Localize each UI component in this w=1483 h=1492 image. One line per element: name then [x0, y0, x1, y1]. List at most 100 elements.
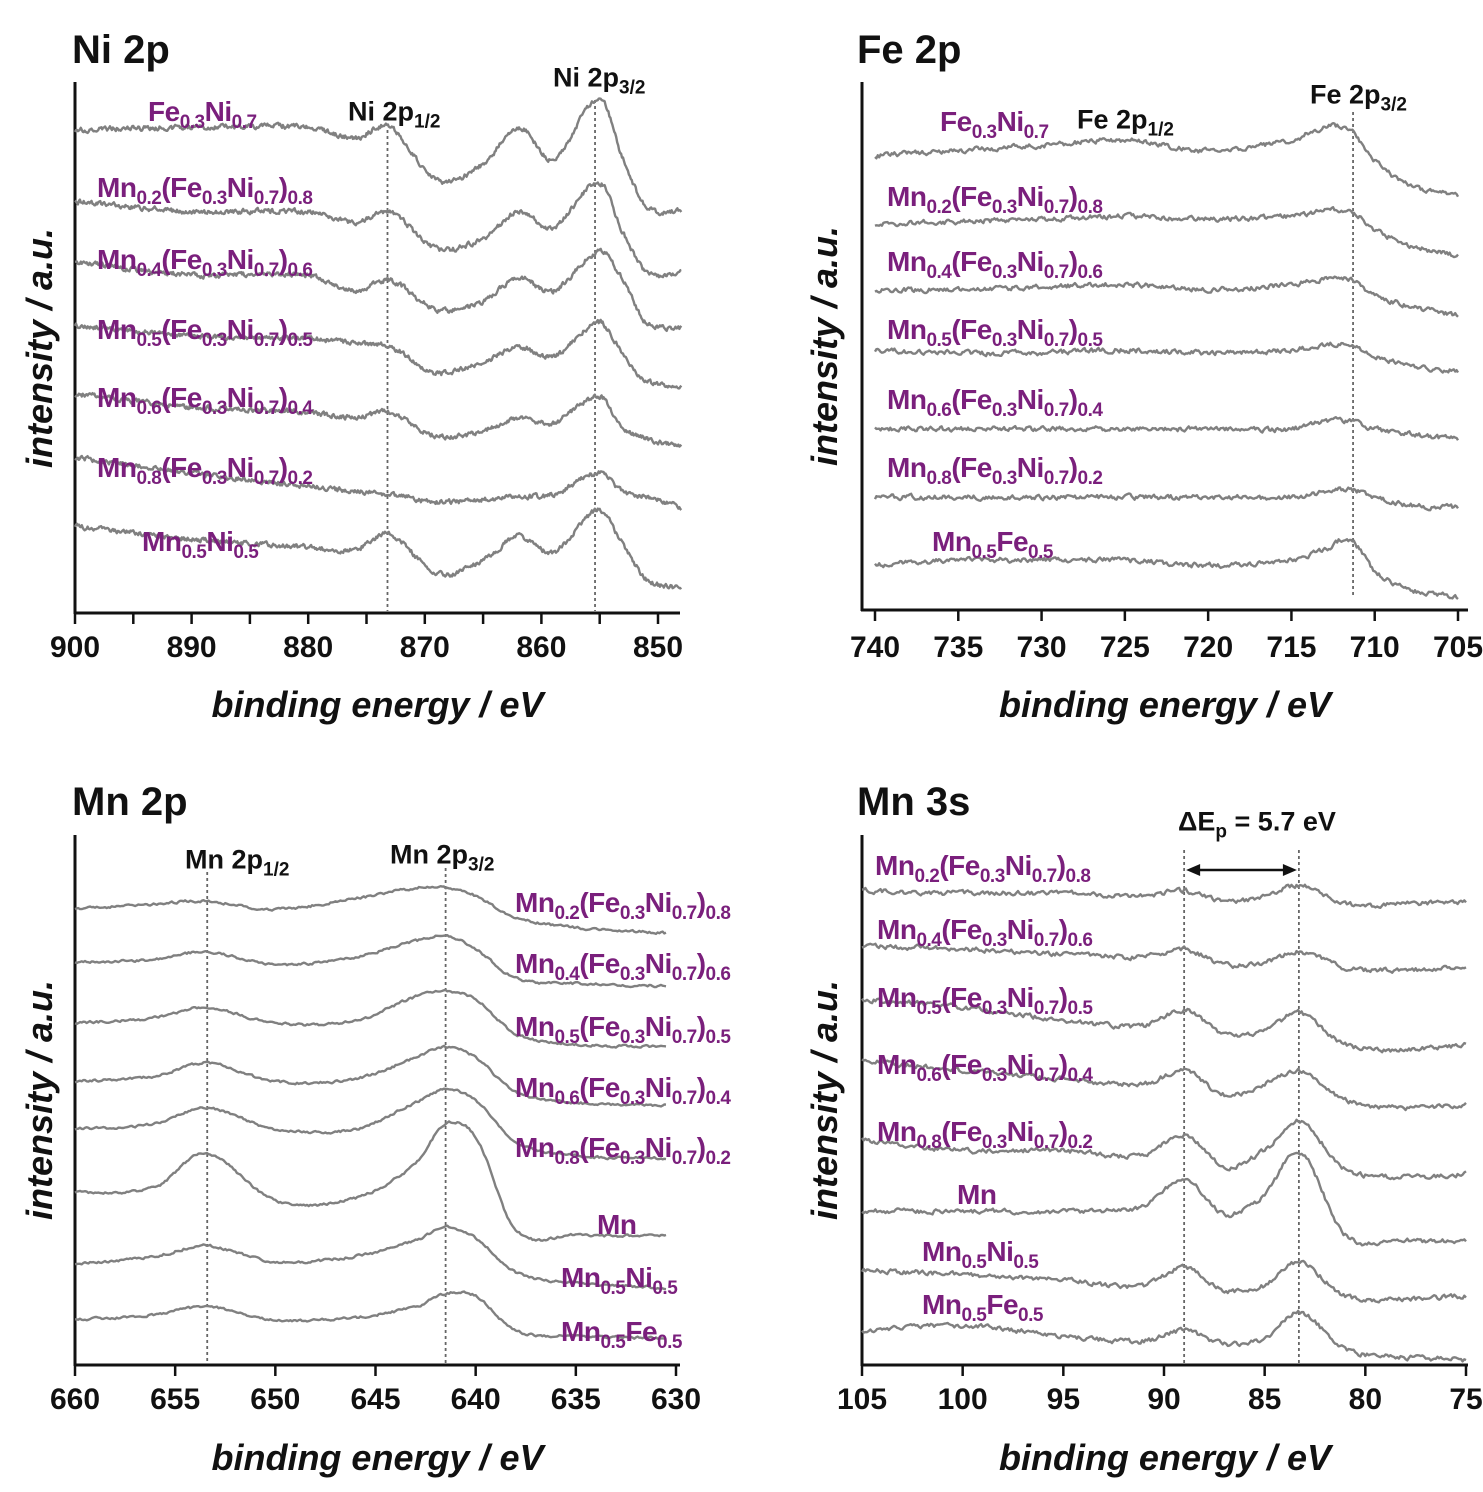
- spectrum-line: [73, 507, 683, 590]
- y-axis-label: intensity / a.u.: [19, 979, 60, 1221]
- spectrum-line: [861, 1118, 1467, 1181]
- spectrum-line: [861, 1151, 1467, 1247]
- series-label: Mn0.6(Fe0.3Ni0.7)0.4: [515, 1072, 731, 1109]
- x-axis-label: binding energy / eV: [998, 1437, 1332, 1478]
- series-label: Mn0.8(Fe0.3Ni0.7)0.2: [515, 1132, 731, 1169]
- panel-mn-3s: [860, 835, 1468, 1376]
- x-tick-label: 90: [1147, 1383, 1181, 1416]
- spectrum-line: [74, 885, 667, 936]
- series-label: Mn: [597, 1209, 637, 1240]
- spectrum-line: [74, 247, 683, 332]
- spectrum-line: [74, 1087, 667, 1161]
- peak-label: Ni 2p3/2: [553, 62, 646, 99]
- x-tick-label: 635: [550, 1383, 601, 1416]
- y-axis-label: intensity / a.u.: [804, 979, 845, 1221]
- x-tick-label: 705: [1432, 631, 1483, 664]
- spectrum-line: [74, 1120, 667, 1242]
- spectrum-line: [74, 1290, 667, 1340]
- spectrum-line: [74, 1224, 667, 1291]
- series-label: Mn0.5(Fe0.3Ni0.7)0.5: [887, 314, 1103, 351]
- x-tick-label: 660: [49, 1383, 101, 1416]
- peak-label: Mn 2p1/2: [185, 844, 290, 881]
- panel-title: Mn 3s: [857, 780, 971, 824]
- x-tick-label: 890: [166, 631, 217, 664]
- x-axis-label: binding energy / eV: [998, 684, 1332, 725]
- series-label: Fe0.3Ni0.7: [940, 106, 1049, 143]
- series-label: Mn0.5Fe0.5: [932, 526, 1053, 563]
- series-label: Mn0.5(Fe0.3Ni0.7)0.5: [97, 314, 313, 351]
- spectrum-line: [74, 181, 682, 279]
- x-tick-label: 740: [849, 631, 901, 664]
- spectrum-line: [860, 1259, 1467, 1304]
- spectrum-line: [73, 318, 683, 390]
- series-label: Mn0.8(Fe0.3Ni0.7)0.2: [887, 452, 1103, 489]
- series-label: Mn0.5(Fe0.3Ni0.7)0.5: [515, 1011, 731, 1048]
- spectrum-line: [74, 988, 667, 1049]
- spectrum-line: [874, 275, 1459, 318]
- peak-label: Ni 2p1/2: [348, 96, 441, 133]
- series-label: Mn0.5Ni0.5: [561, 1262, 678, 1299]
- x-tick-label: 655: [150, 1383, 201, 1416]
- series-label: Fe0.3Ni0.7: [148, 96, 257, 133]
- y-axis-label: intensity / a.u.: [19, 227, 60, 468]
- x-tick-label: 95: [1046, 1383, 1081, 1416]
- peak-label: Fe 2p3/2: [1310, 79, 1407, 116]
- series-label: Mn0.8(Fe0.3Ni0.7)0.2: [97, 452, 313, 489]
- series-label: Mn0.5Fe0.5: [922, 1289, 1043, 1326]
- x-tick-label: 735: [933, 631, 984, 664]
- x-axis-label: binding energy / eV: [211, 684, 544, 725]
- spectrum-line: [74, 454, 683, 511]
- x-tick-label: 710: [1349, 631, 1400, 664]
- annotation-label: ΔEp = 5.7 eV: [1178, 806, 1336, 843]
- series-label: Mn0.2(Fe0.3Ni0.7)0.8: [887, 181, 1103, 218]
- x-tick-label: 630: [650, 1383, 702, 1416]
- annotation-label: Fe 2p1/2: [1077, 104, 1174, 141]
- series-label: Mn0.5Ni0.5: [922, 1236, 1039, 1273]
- panel-mn-2p: [73, 835, 680, 1376]
- series-label: Mn0.4(Fe0.3Ni0.7)0.6: [97, 244, 313, 281]
- x-tick-label: 870: [399, 631, 450, 664]
- arrow-head-left-icon: [1186, 864, 1201, 876]
- spectrum-line: [74, 934, 667, 989]
- spectrum-line: [861, 1309, 1467, 1363]
- x-axis-label: binding energy / eV: [211, 1437, 544, 1478]
- panel-ni-2p: [73, 82, 683, 624]
- x-tick-label: 645: [350, 1383, 401, 1416]
- x-tick-label: 900: [49, 631, 101, 664]
- x-tick-label: 725: [1099, 631, 1150, 664]
- spectrum-line: [861, 942, 1467, 974]
- series-label: Mn0.6(Fe0.3Ni0.7)0.4: [877, 1049, 1093, 1086]
- series-label: Mn0.5Ni0.5: [142, 526, 259, 563]
- spectrum-line: [861, 1058, 1467, 1112]
- x-tick-label: 715: [1266, 631, 1317, 664]
- spectrum-line: [861, 997, 1467, 1054]
- series-label: Mn0.6(Fe0.3Ni0.7)0.4: [97, 382, 313, 419]
- spectrum-line: [874, 206, 1459, 259]
- series-label: Mn0.2(Fe0.3Ni0.7)0.8: [875, 850, 1091, 887]
- panel-title: Fe 2p: [857, 28, 962, 72]
- arrow-head-right-icon: [1282, 864, 1297, 876]
- x-tick-label: 640: [450, 1383, 501, 1416]
- x-tick-label: 75: [1449, 1383, 1483, 1416]
- series-label: Mn: [957, 1179, 997, 1210]
- x-tick-label: 650: [250, 1383, 301, 1416]
- series-label: Mn0.5Fe0.5: [561, 1316, 682, 1353]
- x-tick-label: 860: [516, 631, 567, 664]
- peak-label: Mn 2p3/2: [390, 839, 495, 876]
- panel-title: Mn 2p: [72, 780, 188, 824]
- series-label: Mn0.8(Fe0.3Ni0.7)0.2: [877, 1116, 1093, 1153]
- x-tick-label: 85: [1247, 1383, 1282, 1416]
- series-label: Mn0.2(Fe0.3Ni0.7)0.8: [97, 172, 313, 209]
- x-tick-label: 100: [937, 1383, 988, 1416]
- spectrum-line: [873, 341, 1460, 374]
- spectrum-line: [873, 486, 1459, 512]
- panel-fe-2p: [860, 82, 1468, 621]
- series-label: Mn0.5(Fe0.3Ni0.7)0.5: [877, 982, 1093, 1019]
- x-tick-label: 850: [632, 631, 684, 664]
- x-tick-label: 880: [283, 631, 334, 664]
- x-tick-label: 80: [1348, 1383, 1383, 1416]
- series-label: Mn0.6(Fe0.3Ni0.7)0.4: [887, 384, 1103, 421]
- x-tick-label: 720: [1183, 631, 1234, 664]
- spectrum-line: [861, 883, 1467, 909]
